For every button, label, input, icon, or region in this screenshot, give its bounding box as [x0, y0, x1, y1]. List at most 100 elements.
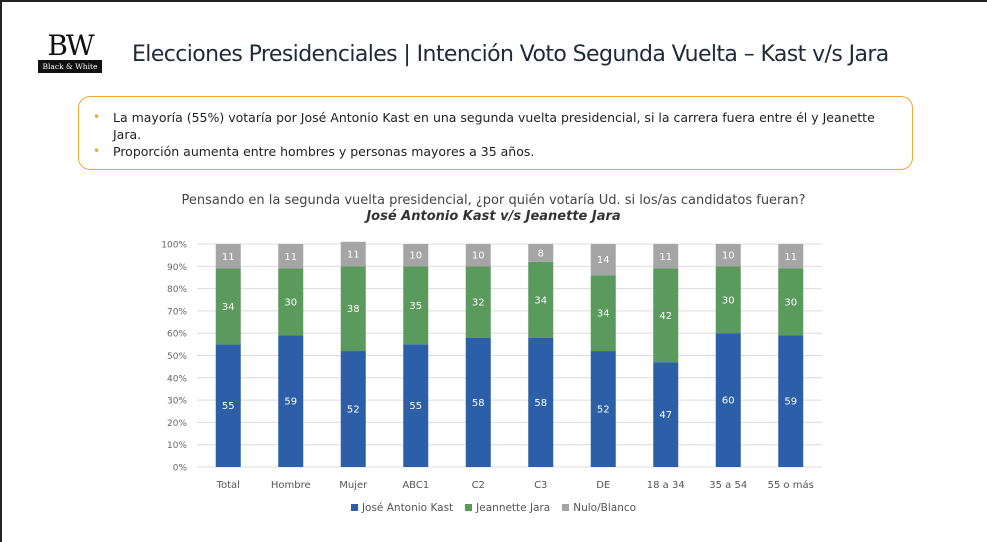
- legend-item: Nulo/Blanco: [562, 502, 636, 514]
- bar-segment: [465, 244, 491, 267]
- chart-legend: José Antonio Kast Jeannette Jara Nulo/Blan…: [0, 502, 987, 514]
- data-label: 11: [659, 252, 672, 263]
- page-title: Elecciones Presidenciales | Intención Vo…: [132, 42, 889, 67]
- summary-text: Proporción aumenta entre hombres y perso…: [113, 144, 535, 159]
- bar-segment: [715, 266, 741, 334]
- data-label: 47: [659, 410, 672, 421]
- data-label: 11: [784, 252, 797, 263]
- bar-segment: [653, 244, 679, 269]
- data-label: 59: [784, 397, 797, 408]
- data-label: 34: [222, 302, 235, 313]
- data-label: 10: [472, 251, 485, 262]
- data-label: 38: [347, 304, 360, 315]
- y-tick-label: 10%: [167, 441, 187, 451]
- data-label: 34: [534, 295, 547, 306]
- data-label: 55: [222, 401, 235, 412]
- window-border-top: [0, 0, 987, 2]
- data-label: 11: [284, 252, 297, 263]
- x-tick-label: DE: [596, 480, 610, 491]
- data-label: 8: [538, 248, 544, 259]
- x-tick-label: C2: [472, 480, 485, 491]
- data-label: 11: [222, 252, 235, 263]
- data-label: 42: [659, 311, 672, 322]
- bar-segment: [528, 261, 554, 338]
- data-label: 52: [597, 405, 610, 416]
- x-tick-label: 18 a 34: [647, 480, 685, 491]
- chart-title: Pensando en la segunda vuelta presidenci…: [181, 193, 806, 208]
- y-tick-label: 20%: [167, 419, 187, 429]
- data-label: 14: [597, 255, 610, 266]
- data-label: 30: [722, 295, 735, 306]
- logo-subtext: Black & White: [38, 60, 102, 73]
- bar-segment: [653, 268, 679, 363]
- bar-segment: [278, 268, 304, 336]
- bullet-icon: •: [93, 144, 101, 158]
- bar-segment: [340, 266, 366, 352]
- data-label: 32: [472, 297, 485, 308]
- y-tick-label: 50%: [167, 352, 187, 362]
- chart-subtitle: José Antonio Kast v/s Jeanette Jara: [366, 209, 621, 224]
- summary-bullet: • Proporción aumenta entre hombres y per…: [93, 143, 893, 160]
- bar-segment: [528, 244, 554, 262]
- data-label: 11: [347, 250, 360, 261]
- data-label: 52: [347, 405, 360, 416]
- summary-text: La mayoría (55%) votaría por José Antoni…: [113, 110, 875, 142]
- bar-segment: [590, 351, 616, 467]
- bar-segment: [403, 266, 429, 345]
- legend-item: Jeannette Jara: [465, 502, 550, 514]
- legend-label: Nulo/Blanco: [573, 502, 637, 514]
- y-tick-label: 60%: [167, 330, 187, 340]
- data-label: 30: [284, 297, 297, 308]
- window-border-left: [0, 0, 2, 542]
- data-label: 58: [534, 398, 547, 409]
- bar-segment: [778, 335, 804, 467]
- data-label: 58: [472, 398, 485, 409]
- data-label: 10: [409, 251, 422, 262]
- x-tick-label: C3: [534, 480, 547, 491]
- legend-item: José Antonio Kast: [350, 502, 454, 514]
- bar-segment: [215, 268, 241, 345]
- bar-segment: [653, 362, 679, 467]
- bar-segment: [778, 268, 804, 336]
- bar-segment: [403, 344, 429, 467]
- y-tick-label: 100%: [161, 241, 187, 251]
- y-tick-label: 80%: [167, 285, 187, 295]
- y-tick-label: 90%: [167, 263, 187, 273]
- summary-bullet: • La mayoría (55%) votaría por José Anto…: [93, 109, 893, 143]
- legend-swatch-icon: [562, 504, 570, 511]
- legend-swatch-icon: [465, 504, 473, 511]
- bar-segment: [278, 335, 304, 467]
- data-label: 30: [784, 297, 797, 308]
- bar-segment: [340, 351, 366, 467]
- x-tick-label: Total: [216, 480, 240, 491]
- x-tick-label: Hombre: [271, 480, 311, 491]
- bar-segment: [403, 244, 429, 267]
- bar-segment: [715, 244, 741, 267]
- data-label: 60: [722, 396, 735, 407]
- bar-segment: [215, 244, 241, 269]
- bar-segment: [465, 337, 491, 467]
- bar-segment: [340, 241, 366, 267]
- bar-segment: [465, 266, 491, 338]
- x-tick-label: 35 a 54: [709, 480, 747, 491]
- legend-label: José Antonio Kast: [361, 502, 454, 514]
- bar-segment: [528, 337, 554, 467]
- summary-list: • La mayoría (55%) votaría por José Anto…: [93, 109, 893, 160]
- bar-segment: [215, 344, 241, 467]
- legend-swatch-icon: [350, 504, 358, 511]
- logo-text: BW: [47, 29, 94, 62]
- x-tick-label: ABC1: [402, 480, 429, 491]
- data-label: 34: [597, 309, 610, 320]
- bar-segment: [715, 333, 741, 467]
- data-label: 35: [409, 301, 422, 312]
- y-tick-label: 0%: [173, 464, 188, 474]
- company-logo: BW Black & White: [38, 31, 102, 73]
- x-tick-label: Mujer: [339, 480, 368, 491]
- bar-segment: [278, 244, 304, 269]
- y-tick-label: 30%: [167, 397, 187, 407]
- data-label: 55: [409, 401, 422, 412]
- x-tick-label: 55 o más: [768, 479, 814, 491]
- bullet-icon: •: [93, 110, 101, 124]
- bar-segment: [778, 244, 804, 269]
